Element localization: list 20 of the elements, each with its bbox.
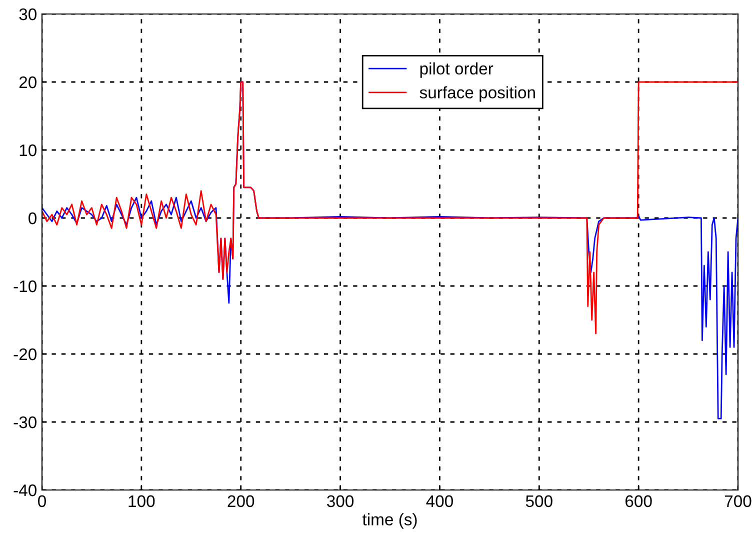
x-tick-label: 500 [526,495,552,508]
y-tick-label: -10 [14,280,36,292]
y-tick-label: -20 [14,348,36,360]
y-tick-label: 20 [19,76,36,88]
legend-label: surface position [420,86,535,102]
y-tick-label: -30 [14,416,36,428]
legend-label: pilot order [420,62,494,78]
x-tick-label: 700 [724,495,752,508]
x-tick-label: 200 [228,495,254,508]
x-tick-label: 300 [327,495,354,508]
line-series [42,81,738,334]
x-tick-label: 0 [38,495,46,508]
y-tick-label: 10 [20,144,36,156]
y-tick-label: 0 [28,212,36,224]
x-tick-label: 600 [626,495,652,508]
y-tick-label: -40 [14,484,36,496]
x-axis-title: time (s) [362,513,417,529]
x-tick-label: 100 [128,495,155,508]
y-tick-label: 30 [19,8,36,20]
x-tick-label: 400 [426,495,453,508]
